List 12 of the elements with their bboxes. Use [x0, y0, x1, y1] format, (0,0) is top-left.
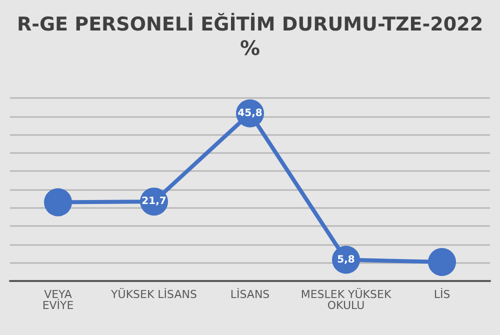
data-label: 21,7 [142, 196, 166, 208]
x-tick-label: VEYA EVİYE [42, 288, 74, 312]
point [428, 248, 456, 276]
data-label: 5,8 [337, 254, 355, 266]
point [44, 188, 72, 216]
x-tick-label: MESLEK YÜKSEK OKULU [300, 287, 392, 312]
x-tick-label: LİSANS [230, 287, 270, 301]
x-tick-label: LİS [434, 287, 450, 301]
data-label: 45,8 [238, 108, 262, 119]
x-tick-label: YÜKSEK LİSANS [110, 287, 197, 301]
chart-subtitle: % [240, 36, 260, 60]
chart-title: R-GE PERSONELİ EĞİTİM DURUMU-TZE-2022 [16, 12, 484, 36]
